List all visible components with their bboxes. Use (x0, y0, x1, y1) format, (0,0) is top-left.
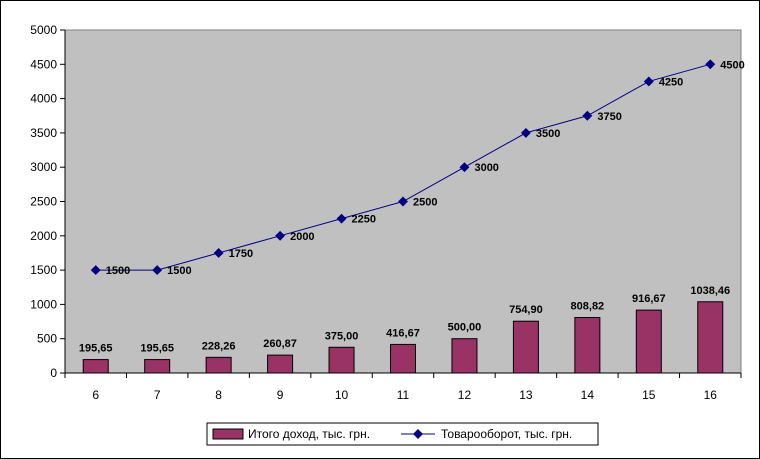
x-tick-label: 7 (154, 388, 161, 402)
turnover-point-label: 2250 (352, 214, 376, 226)
income-bar-label: 916,67 (632, 293, 666, 305)
turnover-point-label: 3750 (597, 111, 621, 123)
y-tick-label: 0 (50, 366, 57, 380)
income-bar (635, 309, 662, 374)
turnover-point (152, 265, 163, 276)
y-tick-label: 500 (37, 332, 57, 346)
y-tick-label: 1000 (30, 297, 57, 311)
income-bar (512, 320, 539, 374)
x-axis: 6 7 8 9 10 11 12 13 14 15 16 (64, 372, 742, 402)
income-bar (328, 346, 355, 374)
y-tick-label: 1500 (30, 263, 57, 277)
turnover-point-label: 1500 (106, 265, 130, 277)
turnover-point-label: 3000 (474, 162, 498, 174)
income-bar (82, 359, 109, 374)
income-bar-label: 416,67 (386, 327, 420, 339)
income-bar-label: 195,65 (79, 343, 113, 355)
turnover-point (213, 248, 224, 258)
legend-bar-swatch (212, 428, 244, 440)
legend: Итого доход, тыс. грн. Товарооборот, тыс… (206, 422, 599, 446)
turnover-point-label: 1750 (229, 248, 253, 260)
turnover-point (705, 59, 716, 70)
legend-bar-label: Итого доход, тыс. грн. (248, 427, 370, 441)
y-tick-label: 4000 (30, 92, 57, 106)
income-bar (267, 354, 294, 374)
turnover-point (336, 213, 347, 224)
turnover-point-label: 2500 (413, 197, 437, 209)
income-bar (144, 359, 171, 374)
x-tick-label: 14 (581, 388, 595, 402)
turnover-point (643, 76, 654, 87)
income-bar-label: 808,82 (571, 301, 605, 313)
income-bar-label: 260,87 (263, 338, 297, 350)
x-tick-label: 10 (335, 388, 349, 402)
turnover-point-label: 3500 (536, 128, 560, 140)
income-bar (574, 317, 601, 374)
y-tick-label: 4500 (30, 57, 57, 71)
x-tick-label: 15 (642, 388, 656, 402)
y-tick-label: 3500 (30, 126, 57, 140)
y-tick-label: 2000 (30, 229, 57, 243)
line-series-turnover: 1500 1500 1750 2000 2250 2500 3000 3500 3750 4250… (90, 59, 745, 277)
legend-line-label: Товарооборот, тыс. грн. (441, 427, 572, 441)
income-bar-label: 500,00 (448, 322, 482, 334)
income-bar-label: 375,00 (325, 330, 359, 342)
y-axis: 0 500 1000 1500 2000 2500 3000 3500 4000 4500 5000 (30, 23, 66, 380)
x-tick-label: 8 (215, 388, 222, 402)
x-tick-label: 6 (92, 388, 99, 402)
x-tick-label: 11 (397, 388, 410, 402)
bar-series-income: 195,65 195,65 228,26 260,87 375,00 416,67 500,… (79, 285, 730, 374)
income-bar (205, 356, 232, 374)
turnover-point (520, 127, 531, 138)
turnover-point-label: 1500 (167, 265, 191, 277)
income-bar (451, 338, 478, 374)
x-tick-label: 12 (458, 388, 472, 402)
income-bar-label: 754,90 (509, 304, 543, 316)
turnover-point (398, 196, 408, 207)
y-tick-label: 3000 (30, 160, 57, 174)
y-tick-label: 5000 (30, 23, 57, 37)
turnover-point-label: 4500 (720, 59, 744, 71)
income-bar-label: 228,26 (202, 340, 236, 352)
y-tick-label: 2500 (30, 195, 57, 209)
legend-line-marker (413, 429, 423, 439)
turnover-point-label: 2000 (290, 231, 314, 243)
turnover-point (582, 110, 593, 121)
x-tick-label: 9 (277, 388, 284, 402)
income-bar-label: 195,65 (140, 343, 174, 355)
income-bar (697, 301, 724, 374)
turnover-point (459, 162, 470, 173)
income-bar-label: 1038,46 (690, 285, 730, 297)
turnover-point-label: 4250 (659, 76, 683, 88)
turnover-point (275, 230, 286, 241)
x-tick-label: 13 (519, 388, 533, 402)
income-bar (390, 343, 416, 374)
x-tick-label: 16 (704, 388, 718, 402)
